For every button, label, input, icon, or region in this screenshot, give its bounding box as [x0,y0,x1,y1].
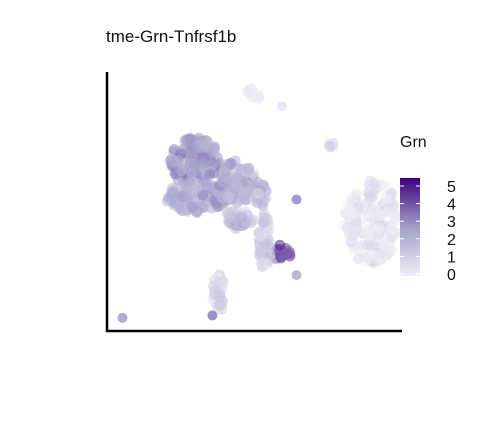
data-point [176,165,188,177]
data-point [184,132,196,144]
data-point [217,277,229,289]
data-point [197,158,209,170]
data-point [200,176,212,187]
data-point [381,193,393,204]
data-point [261,258,273,270]
data-point [355,241,367,253]
legend-title: Grn [400,134,427,151]
data-point [209,146,220,158]
data-point [389,209,401,221]
data-point [371,250,383,262]
data-point [197,202,209,213]
data-point [343,229,355,241]
data-point [224,211,236,223]
data-point [165,155,176,167]
data-point [291,194,302,205]
data-point [261,238,273,250]
data-point [219,159,231,171]
data-point [185,148,197,160]
data-point [347,194,359,205]
data-point [191,182,203,194]
legend-tick-label: 2 [447,232,456,249]
data-point [239,194,251,205]
data-point [186,201,198,213]
data-point [380,181,392,193]
data-point [262,214,274,226]
data-point [347,209,359,220]
data-point [291,270,302,281]
legend-tick-label: 0 [447,267,456,284]
legend-tick-label: 4 [447,197,456,214]
data-point [241,163,253,175]
data-point [252,187,264,199]
legend-tick-label: 1 [447,249,456,266]
data-point [117,312,128,323]
data-point [198,137,210,149]
chart-title: tme-Grn-Tnfrsf1b [106,27,236,46]
data-point [230,180,242,192]
data-point [375,210,387,221]
legend-colorbar [400,178,420,276]
data-point [181,181,193,193]
data-point [373,222,385,234]
data-point [213,299,225,311]
data-point [368,178,380,190]
data-point [222,192,234,203]
data-point [284,248,296,259]
legend-tick-label: 5 [447,179,456,196]
data-point [274,239,286,251]
data-point [362,250,374,262]
data-point [247,85,259,97]
data-point [186,167,198,179]
data-point [207,310,218,321]
data-point [253,226,265,238]
data-point [353,201,365,213]
data-point [173,202,185,214]
legend-tick-label: 3 [447,214,456,231]
data-point [378,241,390,253]
data-point [277,101,287,112]
data-point [360,225,372,237]
data-point [324,141,336,153]
data-point [209,274,220,286]
data-point [208,285,220,297]
data-point [252,197,264,209]
data-points [117,83,404,323]
data-point [236,211,248,223]
data-point [183,190,195,202]
data-point [391,227,403,239]
data-point [275,250,287,262]
data-point [168,187,180,199]
